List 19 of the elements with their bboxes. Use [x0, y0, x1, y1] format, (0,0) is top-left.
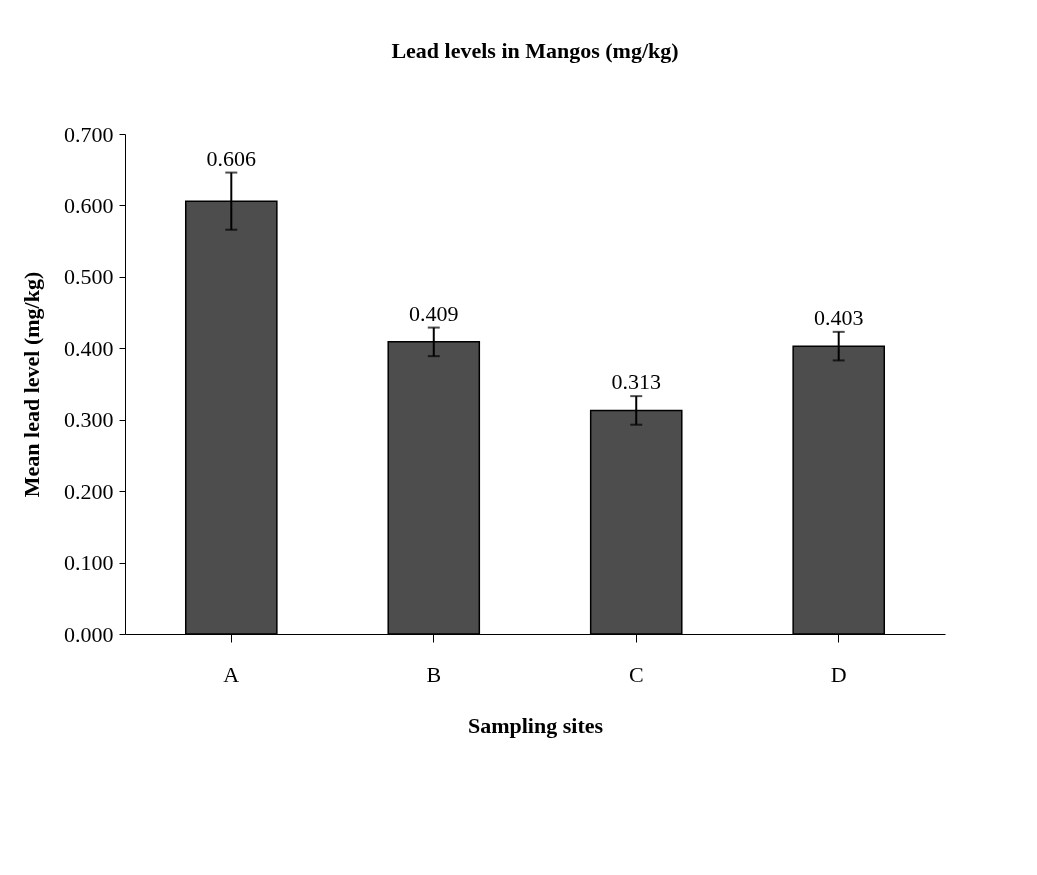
y-tick-label: 0.500 — [64, 264, 114, 290]
x-tick-label: A — [223, 661, 240, 687]
y-tick-label: 0.300 — [64, 407, 114, 433]
x-tick-label: B — [426, 661, 442, 687]
data-label: 0.409 — [409, 300, 459, 326]
y-tick-label: 0.100 — [64, 550, 114, 576]
y-tick-label: 0.400 — [64, 335, 114, 361]
y-tick-label: 0.000 — [64, 621, 114, 647]
chart-title: Lead levels in Mangos (mg/kg) — [391, 38, 679, 63]
data-label: 0.606 — [206, 145, 257, 171]
y-tick-label: 0.600 — [64, 192, 114, 218]
y-tick-label: 0.200 — [64, 478, 114, 504]
x-tick-label: C — [628, 661, 644, 687]
y-tick-label: 0.700 — [64, 121, 114, 147]
x-axis-title: Sampling sites — [467, 712, 604, 738]
data-label: 0.403 — [813, 304, 864, 330]
x-tick-label: D — [830, 661, 847, 687]
y-axis-title: Mean lead level (mg/kg) — [19, 271, 44, 498]
data-label: 0.313 — [611, 369, 661, 395]
